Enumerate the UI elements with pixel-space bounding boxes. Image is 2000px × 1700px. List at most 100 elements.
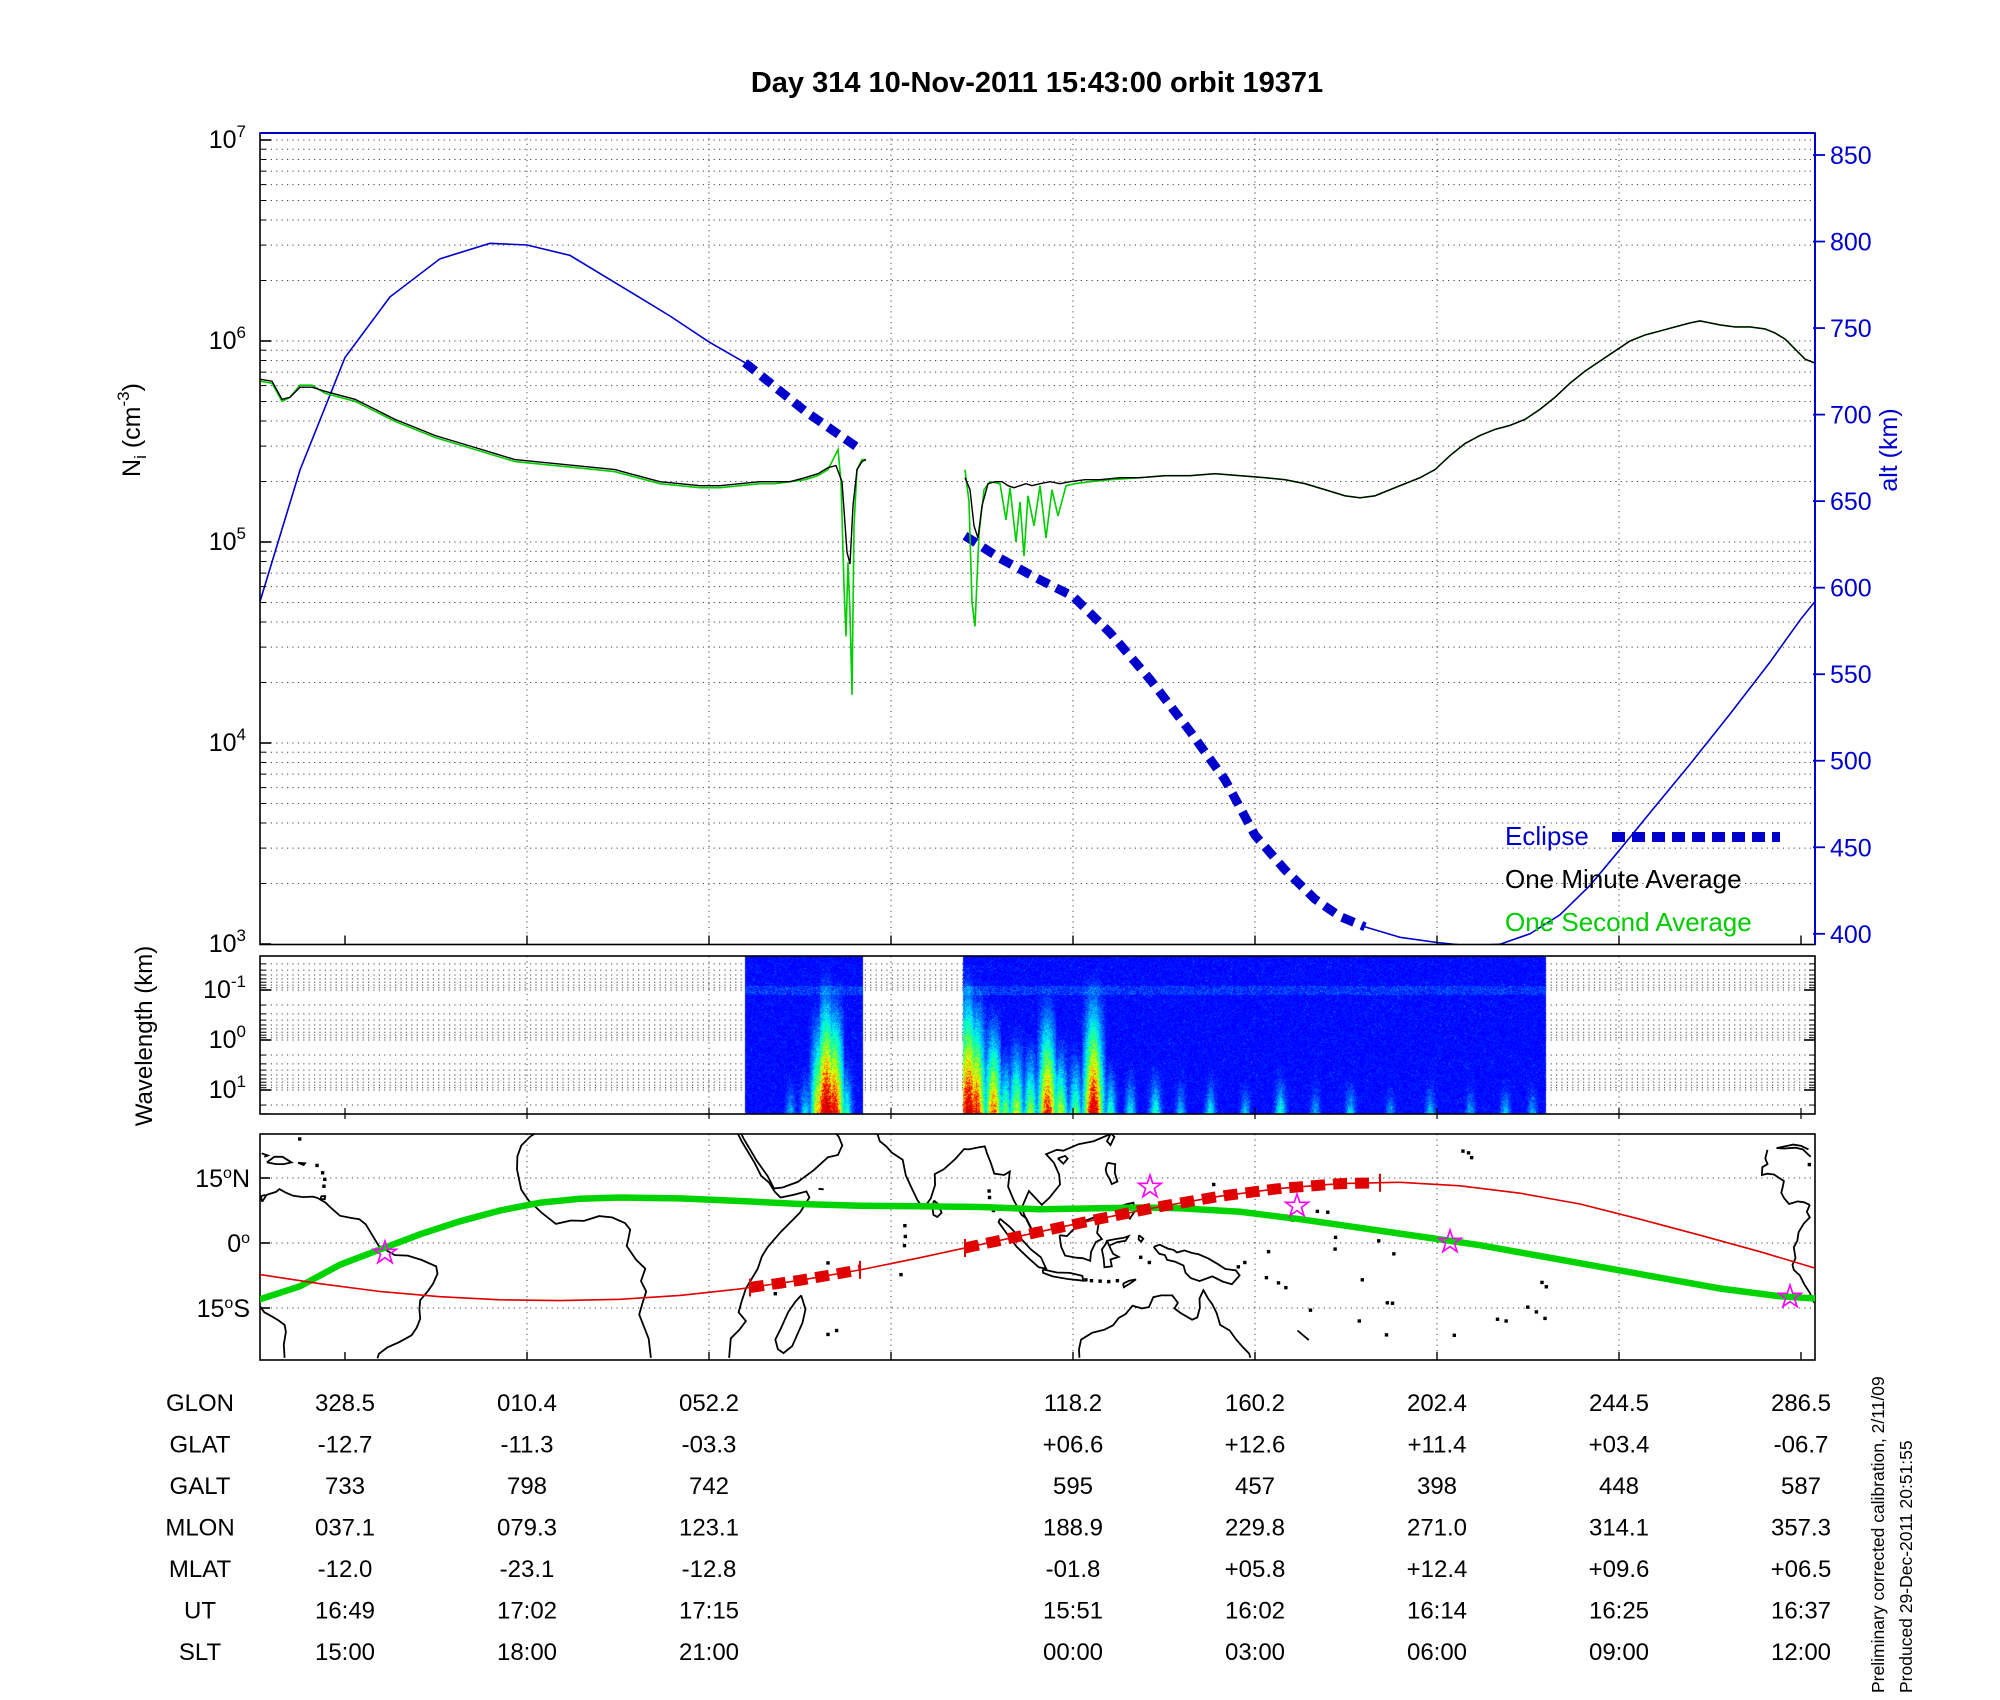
- credit-line-2: Produced 29-Dec-2011 20:51:55: [1896, 1440, 1916, 1693]
- table-cell: 12:00: [1771, 1639, 1831, 1666]
- coastline: [262, 1189, 437, 1358]
- map-lat-label: 15oS: [197, 1295, 250, 1323]
- one-minute-average-curve: [965, 321, 1815, 538]
- island-dot: [1496, 1318, 1499, 1321]
- table-cell: 742: [689, 1473, 729, 1500]
- island-dot: [1385, 1333, 1388, 1336]
- table-cell: 357.3: [1771, 1515, 1831, 1542]
- coastline: [298, 1163, 305, 1165]
- log-tick-label: 106: [209, 323, 246, 355]
- axis-tick-labels: 107 106 105 104 103 850 800 750 700 650 600 550 500 4…: [114, 122, 1872, 1323]
- table-cell: 16:02: [1225, 1598, 1285, 1625]
- island-dot: [1392, 1252, 1395, 1255]
- table-cell: 16:25: [1589, 1598, 1649, 1625]
- coastline: [819, 1189, 824, 1190]
- world-map: [260, 1128, 1815, 1358]
- island-dot: [1504, 1319, 1507, 1322]
- altitude-curve-eclipse: [745, 363, 860, 450]
- legend: Eclipse One Minute Average One Second Aver…: [1505, 821, 1780, 937]
- star-marker: [1139, 1175, 1162, 1197]
- ni-axis-title: Ni (cm-3): [114, 383, 150, 477]
- island-dot: [1116, 1279, 1119, 1282]
- island-dot: [1391, 1302, 1394, 1305]
- island-dot: [1461, 1149, 1464, 1152]
- table-cell: -12.8: [682, 1556, 737, 1583]
- island-dot: [1265, 1276, 1268, 1279]
- island-dot: [1453, 1334, 1456, 1337]
- alt-tick-label: 800: [1830, 229, 1872, 257]
- island-dot: [1386, 1301, 1389, 1304]
- table-cell: 271.0: [1407, 1515, 1467, 1542]
- table-cell: 037.1: [315, 1515, 375, 1542]
- table-cell: 21:00: [679, 1639, 739, 1666]
- table-cell: 398: [1417, 1473, 1457, 1500]
- log-tick-label: 107: [209, 122, 246, 154]
- table-cell: 15:51: [1043, 1598, 1103, 1625]
- table-cell: 587: [1781, 1473, 1821, 1500]
- coastline: [517, 1128, 651, 1358]
- altitude-curve-solid: [260, 243, 745, 601]
- table-cell: 16:49: [315, 1598, 375, 1625]
- coastline: [1777, 1148, 1811, 1157]
- coastline: [262, 1153, 268, 1157]
- island-dot: [323, 1178, 326, 1181]
- island-dot: [1212, 1183, 1215, 1186]
- log-tick-label: 104: [209, 725, 246, 757]
- quicklook-figure: Day 314 10-Nov-2011 15:43:00 orbit 19371…: [0, 0, 2000, 1700]
- magnetic-equator-line: [260, 1198, 1815, 1300]
- coastline: [1762, 1150, 1810, 1205]
- island-dot: [774, 1292, 777, 1295]
- table-row-label: GLAT: [170, 1432, 231, 1459]
- island-dot: [1545, 1285, 1548, 1288]
- island-dot: [1090, 1279, 1093, 1282]
- log-tick-label: 10-1: [203, 972, 246, 1004]
- island-dot: [987, 1189, 990, 1192]
- legend-label: Eclipse: [1505, 821, 1589, 851]
- log-tick-label: 103: [209, 926, 246, 958]
- table-cell: 18:00: [497, 1639, 557, 1666]
- map-lat-label: 0o: [227, 1230, 250, 1258]
- alt-tick-label: 850: [1830, 142, 1872, 170]
- table-cell: +05.8: [1225, 1556, 1286, 1583]
- coastline: [999, 1219, 1047, 1269]
- table-cell: -12.7: [318, 1432, 373, 1459]
- island-dot: [1358, 1319, 1361, 1322]
- island-dot: [1470, 1156, 1473, 1159]
- log-tick-label: 105: [209, 524, 246, 556]
- altitude-curve-eclipse: [965, 536, 1365, 927]
- island-dot: [1540, 1281, 1543, 1284]
- table-cell: -06.7: [1774, 1432, 1829, 1459]
- island-dot: [322, 1185, 325, 1188]
- legend-label: One Second Average: [1505, 907, 1752, 937]
- table-cell: 118.2: [1044, 1390, 1102, 1417]
- table-cell: +12.6: [1225, 1432, 1286, 1459]
- island-dot: [1284, 1286, 1287, 1289]
- table-cell: 052.2: [679, 1390, 739, 1417]
- coastline: [1043, 1269, 1084, 1280]
- island-dot: [1808, 1163, 1811, 1166]
- table-cell: +06.5: [1771, 1556, 1832, 1583]
- altitude-curve-solid: [1365, 602, 1815, 946]
- coastline: [1106, 1163, 1118, 1184]
- table-cell: -12.0: [318, 1556, 373, 1583]
- table-cell: 16:37: [1771, 1598, 1831, 1625]
- coastline: [775, 1295, 805, 1353]
- table-cell: 286.5: [1771, 1390, 1831, 1417]
- table-cell: 17:02: [497, 1598, 557, 1625]
- map-frame: [260, 1134, 1815, 1360]
- island-dot: [1543, 1317, 1546, 1320]
- table-cell: 15:00: [315, 1639, 375, 1666]
- coastline: [1123, 1279, 1136, 1287]
- alt-tick-label: 750: [1830, 315, 1872, 343]
- alt-axis-title: alt (km): [1875, 408, 1903, 491]
- table-cell: +09.6: [1589, 1556, 1650, 1583]
- table-cell: 457: [1235, 1473, 1275, 1500]
- table-cell: 123.1: [679, 1515, 739, 1542]
- log-tick-label: 101: [209, 1072, 246, 1104]
- table-cell: -01.8: [1046, 1556, 1101, 1583]
- island-dot: [298, 1137, 301, 1140]
- coastline: [1139, 1235, 1144, 1242]
- star-marker: [1286, 1194, 1309, 1216]
- coastline: [1154, 1245, 1240, 1285]
- plot-layer: Day 314 10-Nov-2011 15:43:00 orbit 19371…: [0, 0, 2000, 1700]
